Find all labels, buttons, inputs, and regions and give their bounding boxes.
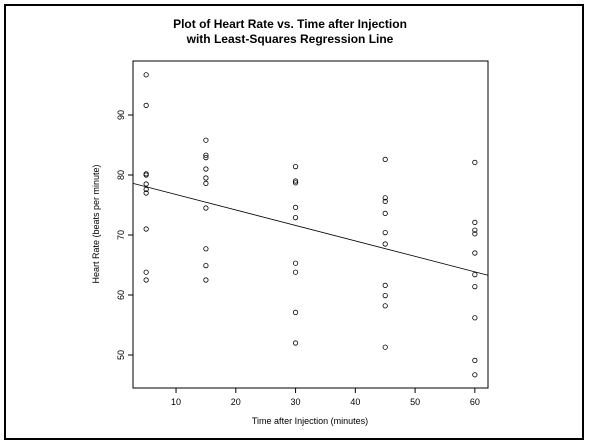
x-tick-label-50: 50 [410,397,420,407]
chart-title-line-2: with Least-Squares Regression Line [186,32,394,46]
plot-area-border [132,60,489,389]
data-point-37 [382,303,388,309]
data-point-38 [382,344,388,350]
data-point-33 [382,230,388,236]
data-point-45 [472,283,478,290]
y-tick-label-50: 50 [116,350,126,360]
x-tick-label-40: 40 [350,397,360,407]
y-axis-label: Heart Rate (beats per minute) [91,164,101,283]
data-point-31 [382,198,388,204]
data-points [143,72,478,378]
data-point-3 [143,172,149,178]
chart-title-line-1: Plot of Heart Rate vs. Time after Inject… [173,17,407,31]
data-point-28 [292,340,299,346]
x-axis-label: Time after Injection (minutes) [252,416,368,426]
data-point-46 [472,315,478,321]
data-point-10 [203,137,209,143]
data-point-7 [143,226,149,232]
data-point-35 [382,282,388,288]
data-point-8 [143,269,149,275]
data-point-21 [292,178,299,184]
x-axis: 10 20 30 40 50 60 [171,388,480,407]
data-point-30 [382,195,388,201]
regression-line-group [132,183,489,276]
data-point-41 [472,227,478,233]
y-axis: 50 60 70 80 90 [116,110,133,360]
data-point-44 [472,271,478,278]
regression-line [132,183,489,276]
y-tick-label-90: 90 [116,110,126,120]
y-tick-label-70: 70 [116,230,126,240]
x-tick-label-10: 10 [171,397,181,407]
data-point-40 [472,219,478,225]
data-point-48 [472,372,478,378]
data-point-34 [382,241,388,247]
data-point-13 [203,166,209,172]
data-point-19 [203,277,209,283]
data-point-9 [143,277,149,283]
data-point-47 [472,357,478,363]
data-point-39 [472,159,478,165]
data-point-1 [143,102,149,109]
data-point-11 [203,152,209,158]
data-point-20 [292,164,299,170]
data-point-0 [143,72,149,78]
figure-frame: Plot of Heart Rate vs. Time after Inject… [4,4,584,440]
data-point-43 [472,250,478,256]
data-point-32 [382,210,388,216]
data-point-12 [203,155,209,161]
data-point-27 [292,309,299,315]
scatter-chart: Plot of Heart Rate vs. Time after Inject… [91,17,489,426]
y-tick-label-80: 80 [116,170,126,180]
data-point-23 [292,204,299,210]
data-point-18 [203,262,209,269]
x-tick-label-20: 20 [231,397,241,407]
data-point-22 [292,180,299,186]
data-point-26 [292,269,299,275]
data-point-36 [382,292,388,299]
data-point-42 [472,231,478,237]
data-point-14 [203,175,209,181]
data-point-17 [203,246,209,252]
y-tick-label-60: 60 [116,290,126,300]
data-point-16 [203,205,209,211]
x-tick-label-30: 30 [291,397,301,407]
data-point-4 [143,181,149,187]
data-point-15 [203,180,209,186]
data-point-24 [292,215,299,221]
data-point-25 [292,260,299,266]
data-point-6 [143,190,149,196]
data-point-29 [382,156,388,162]
x-tick-label-60: 60 [470,397,480,407]
